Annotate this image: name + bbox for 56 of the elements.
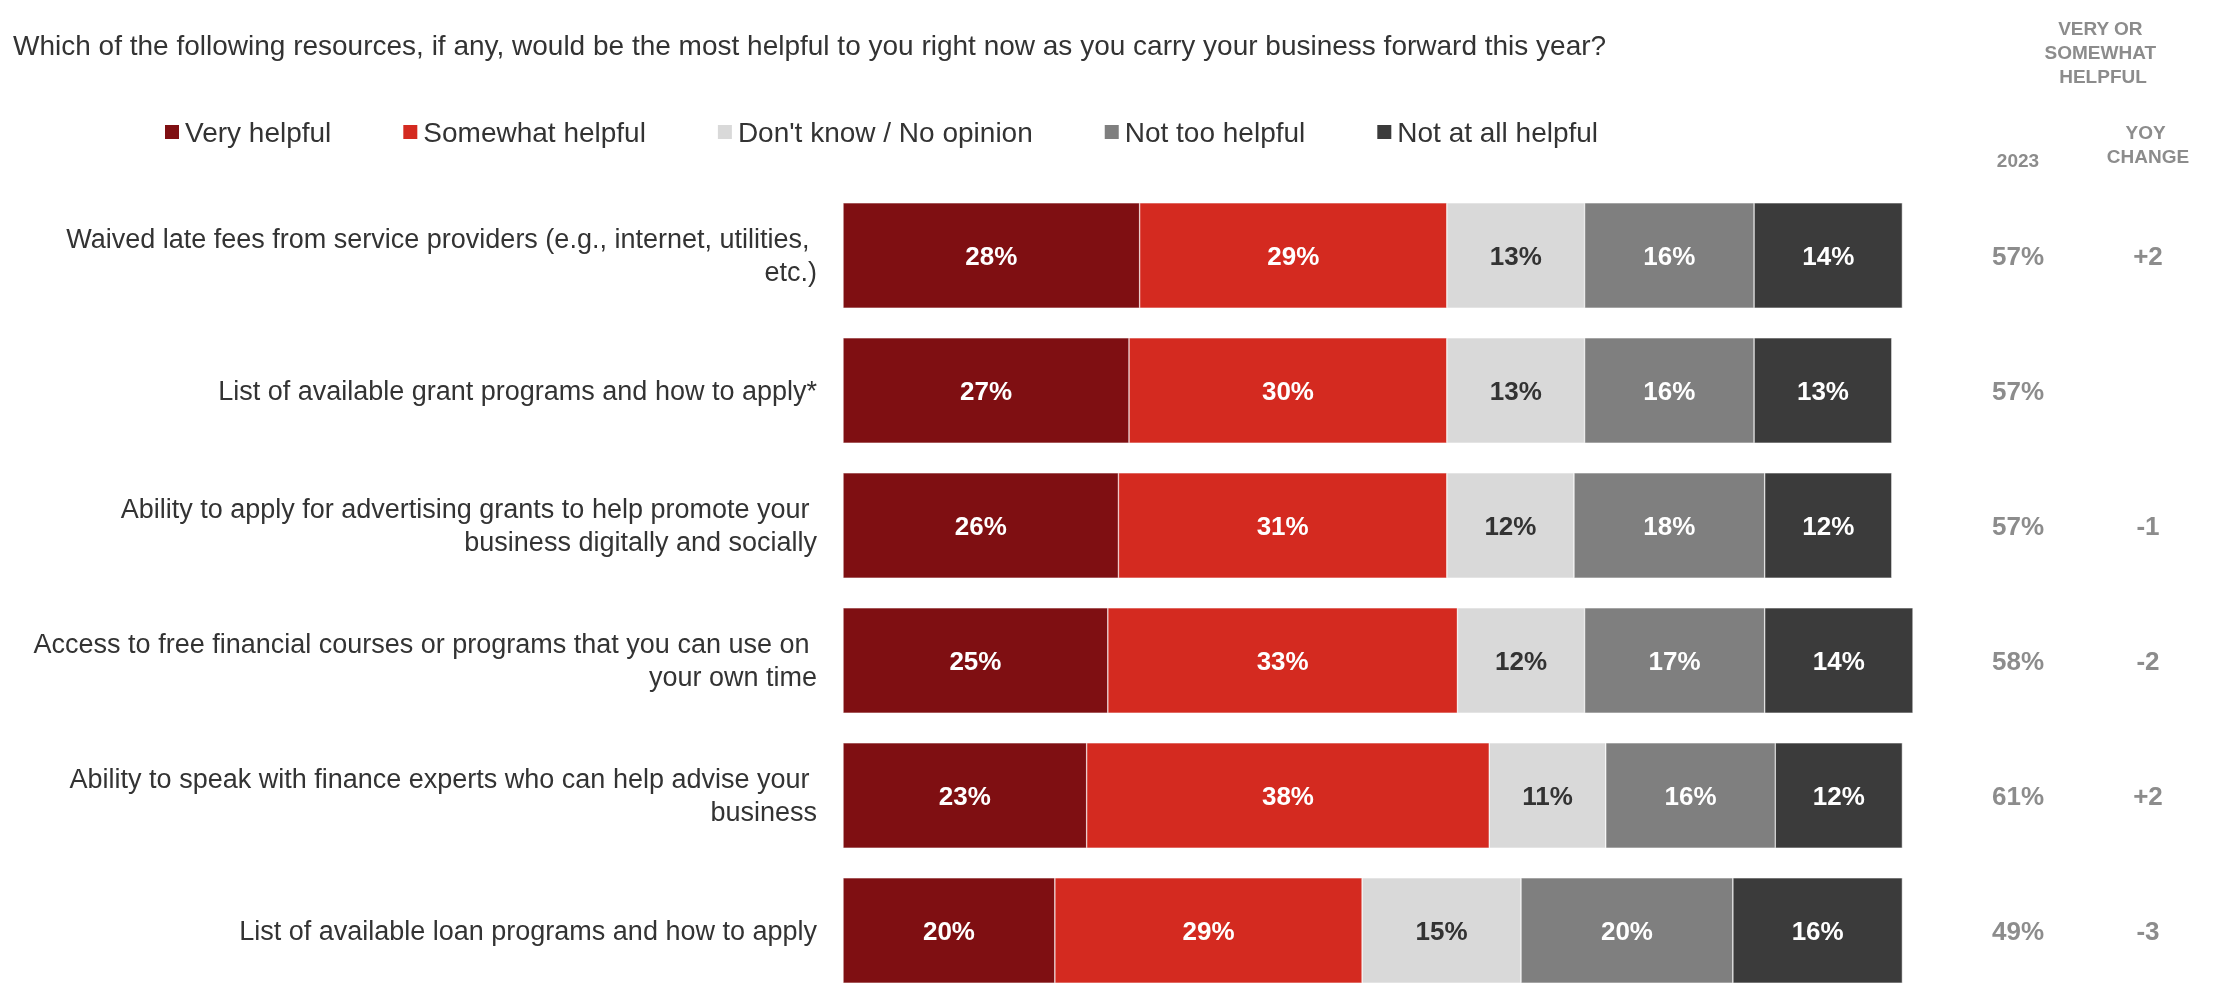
data-label: 11% (1522, 780, 1573, 811)
text: +2 (2133, 240, 2163, 271)
text: 49% (1991, 915, 2045, 946)
data-label: 13% (1489, 240, 1542, 271)
data-label: 18% (1643, 510, 1696, 541)
text: -1 (2136, 510, 2160, 541)
data-label: 14% (1812, 645, 1865, 676)
data-label: 33% (1256, 645, 1309, 676)
data-label: 15% (1415, 915, 1468, 946)
text: 57% (1991, 375, 2045, 406)
data-label: 23% (938, 780, 991, 811)
data-label: 12% (1812, 780, 1865, 811)
data-label: 38% (1261, 780, 1314, 811)
data-label: 12% (1495, 645, 1548, 676)
data-label: 28% (965, 240, 1018, 271)
y-tick-label: List of available loan programs and how to apply (239, 915, 818, 946)
legend-label: Somewhat helpful (423, 116, 646, 148)
data-label: 12% (1802, 510, 1855, 541)
legend-label: Not at all helpful (1397, 116, 1599, 148)
text: -3 (2136, 915, 2160, 946)
text: YOY CHANGE (2106, 121, 2190, 167)
text: 2023 (1996, 149, 2040, 171)
data-label: 17% (1648, 645, 1701, 676)
data-label: 16% (1643, 375, 1696, 406)
legend-label: Don't know / No opinion (737, 116, 1033, 148)
data-label: 16% (1664, 780, 1717, 811)
y-tick-label: Ability to apply for advertising grants to help promote your business digitally and socially (120, 494, 818, 557)
data-label: 16% (1791, 915, 1844, 946)
y-tick-label: Access to free financial courses or programs that you can use on your own time (33, 629, 817, 692)
y-tick-label: Ability to speak with finance experts who can help advise your business (69, 764, 817, 827)
chart-title: Which of the following resources, if any, would be the most helpful to you right now as you carry your business forward this year? (13, 29, 1607, 61)
y-tick-label: Waived late fees from service providers (e.g., internet, utilities, etc.) (66, 224, 817, 287)
data-label: 30% (1261, 375, 1314, 406)
y-tick-label: List of available grant programs and how to apply* (218, 375, 818, 406)
data-label: 29% (1182, 915, 1235, 946)
data-label: 31% (1256, 510, 1309, 541)
text: VERY OR SOMEWHAT HELPFUL (2044, 17, 2162, 87)
data-label: 25% (949, 645, 1002, 676)
text: -2 (2136, 645, 2160, 676)
data-label: 27% (960, 375, 1013, 406)
data-label: 20% (1600, 915, 1653, 946)
data-label: 26% (954, 510, 1007, 541)
data-label: 12% (1484, 510, 1537, 541)
data-label: 29% (1267, 240, 1320, 271)
data-label: 16% (1643, 240, 1696, 271)
data-label: 13% (1796, 375, 1849, 406)
text: +2 (2133, 780, 2163, 811)
data-label: 14% (1802, 240, 1855, 271)
text: 57% (1991, 240, 2045, 271)
data-label: 13% (1489, 375, 1542, 406)
legend-label: Not too helpful (1124, 116, 1306, 148)
legend-label: Very helpful (185, 116, 332, 148)
text: 57% (1991, 510, 2045, 541)
text: 61% (1991, 780, 2045, 811)
data-label: 20% (922, 915, 975, 946)
text: 58% (1991, 645, 2045, 676)
